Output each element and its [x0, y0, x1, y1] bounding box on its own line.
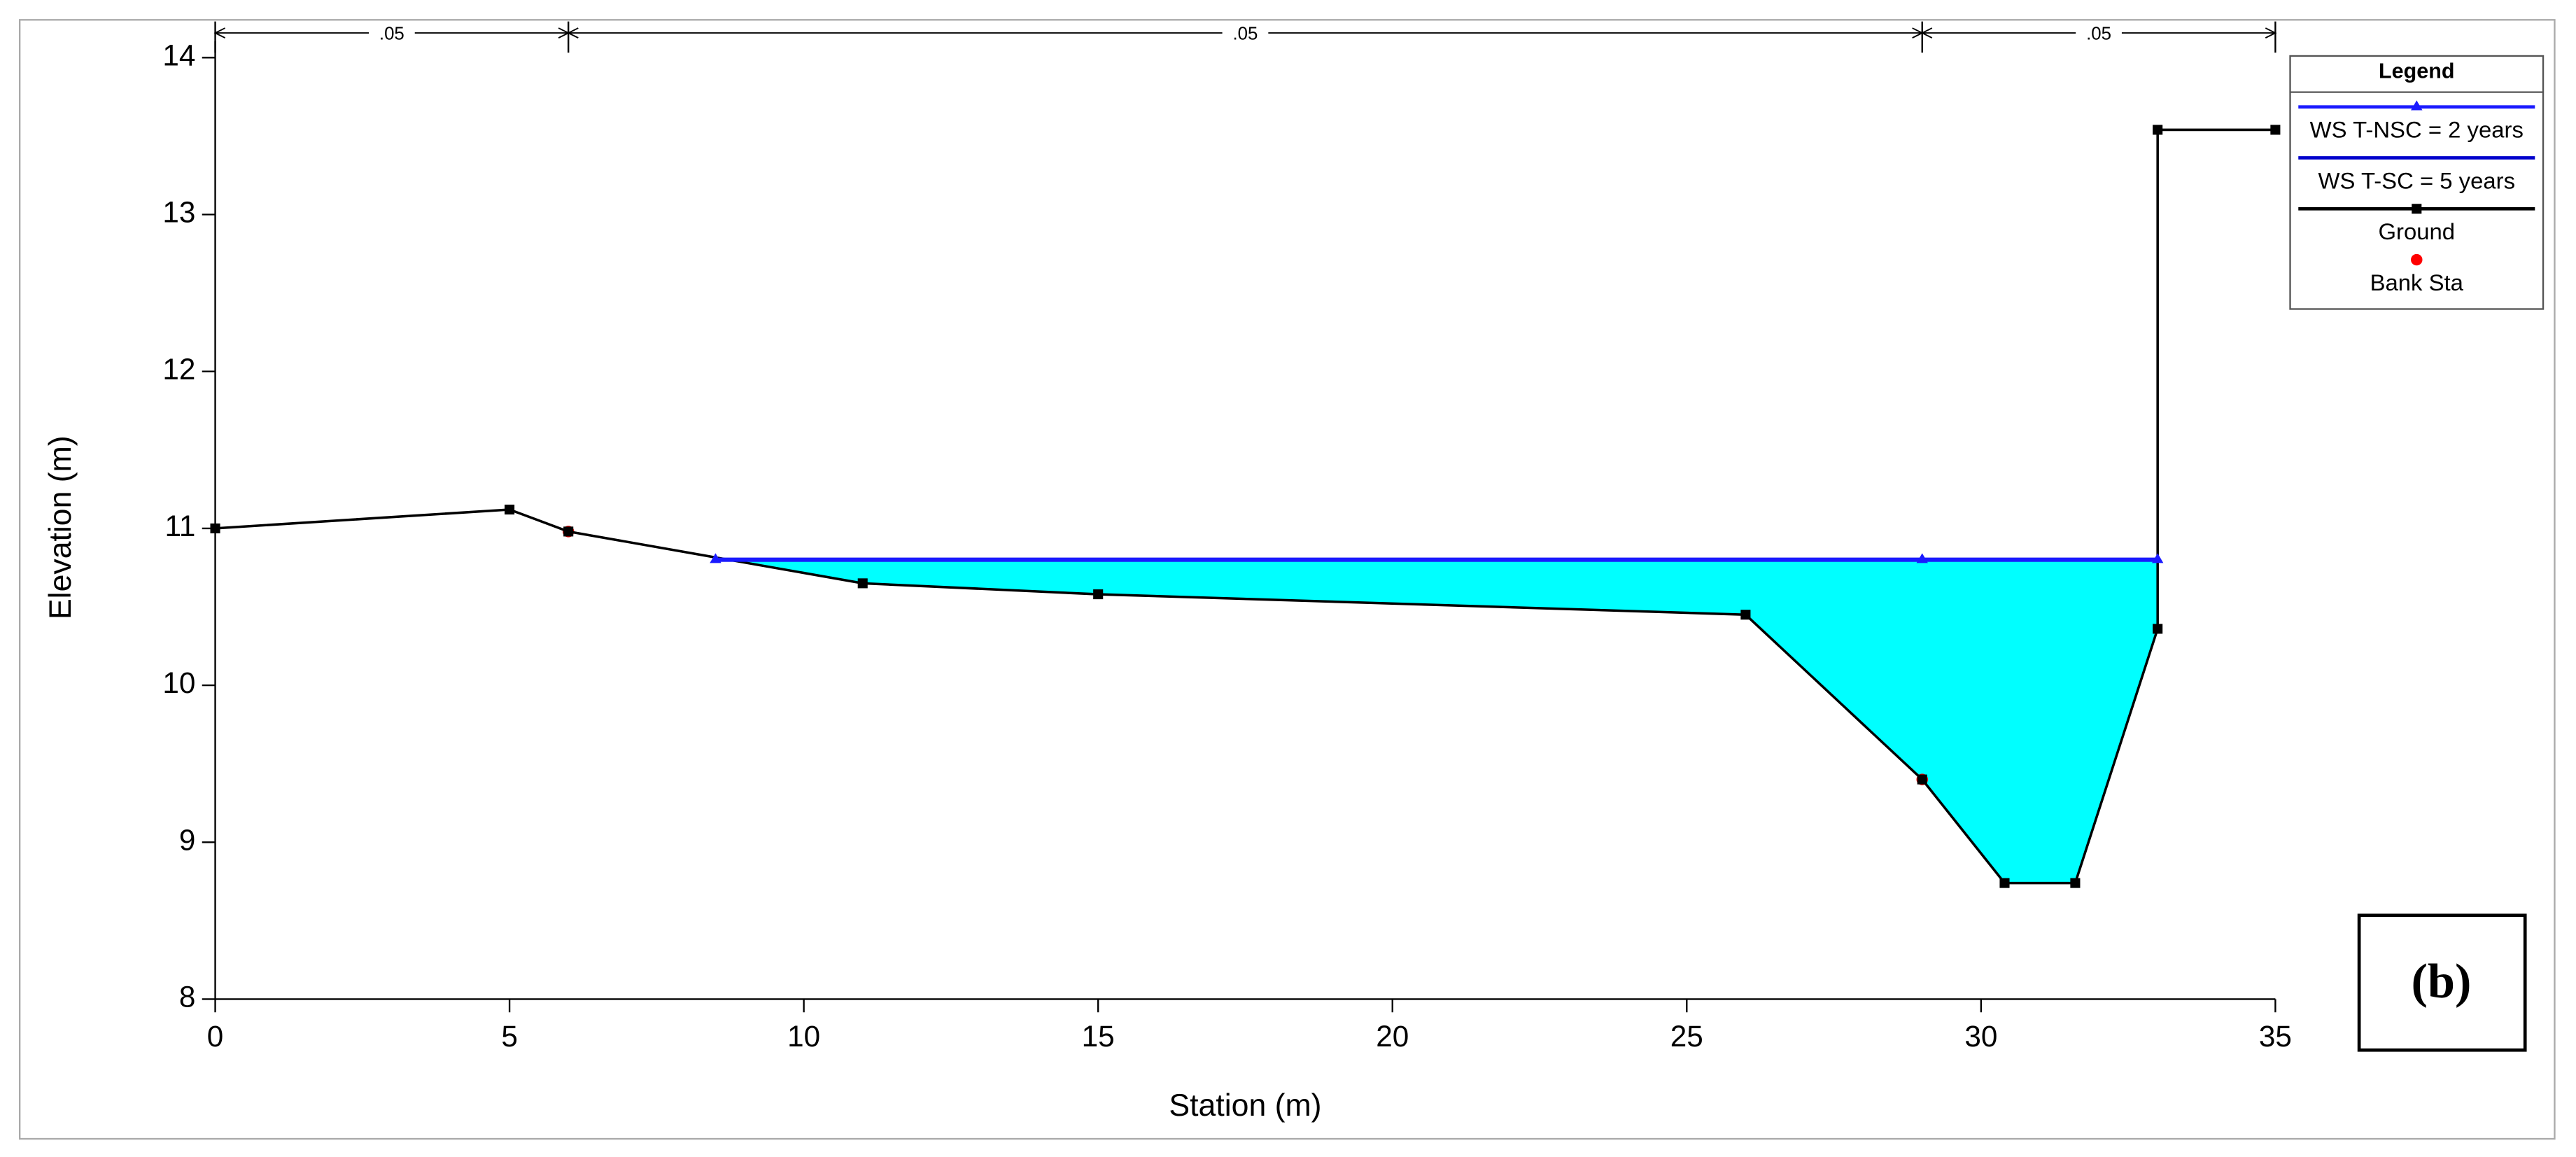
x-tick-label: 5	[501, 1020, 517, 1053]
panel-label-box	[2357, 913, 2527, 1052]
point	[1999, 878, 2010, 888]
point	[2151, 553, 2164, 563]
y-tick-label: 11	[165, 510, 196, 542]
legend-label: Ground	[2378, 218, 2455, 244]
legend-marker	[2411, 253, 2423, 266]
x-tick-label: 10	[787, 1020, 820, 1053]
y-tick-label: 14	[162, 38, 195, 71]
legend-title: Legend	[2379, 59, 2454, 83]
x-tick-label: 0	[207, 1020, 223, 1053]
x-axis-label: Station (m)	[1169, 1088, 1321, 1123]
x-tick-label: 25	[1670, 1020, 1703, 1053]
x-tick-label: 15	[1082, 1020, 1115, 1053]
y-axis-label: Elevation (m)	[43, 435, 78, 619]
water-fill	[729, 559, 2158, 883]
point	[563, 526, 574, 537]
n-arrow	[1920, 27, 1933, 38]
y-tick-label: 8	[179, 981, 196, 1014]
n-label-bg	[1222, 21, 1269, 45]
n-label: .05	[379, 24, 404, 43]
y-tick-label: 9	[179, 823, 196, 856]
series-line	[215, 128, 2276, 885]
point	[1740, 610, 1751, 620]
legend-marker	[2412, 204, 2422, 214]
point	[210, 523, 220, 533]
n-arrow	[567, 27, 579, 38]
n-arrow	[213, 27, 226, 38]
legend-label: Bank Sta	[2370, 269, 2464, 295]
panel-label: (b)	[2411, 954, 2471, 1009]
point	[1093, 589, 1104, 600]
x-tick-label: 35	[2259, 1020, 2292, 1053]
point	[857, 578, 868, 589]
n-label-bg	[2076, 21, 2122, 45]
point	[1917, 774, 1927, 785]
point	[2270, 125, 2281, 135]
legend-box	[2289, 55, 2545, 310]
y-tick-label: 12	[162, 353, 195, 386]
n-label: .05	[1233, 24, 1258, 43]
y-tick-label: 10	[162, 666, 195, 699]
point	[2070, 878, 2081, 888]
legend-marker	[2411, 100, 2423, 111]
legend-label: WS T-SC = 5 years	[2318, 167, 2516, 193]
n-label: .05	[2086, 24, 2111, 43]
frame	[18, 19, 2556, 1140]
point	[710, 553, 722, 563]
point	[2153, 125, 2163, 135]
n-label-bg	[368, 21, 415, 45]
x-tick-label: 30	[1964, 1020, 1997, 1053]
legend-label: WS T-NSC = 2 years	[2310, 117, 2524, 143]
point	[505, 504, 515, 515]
y-tick-label: 13	[162, 196, 195, 229]
x-tick-label: 20	[1376, 1020, 1409, 1053]
point	[1916, 553, 1928, 563]
point	[2153, 624, 2163, 634]
n-arrow	[2265, 27, 2277, 38]
